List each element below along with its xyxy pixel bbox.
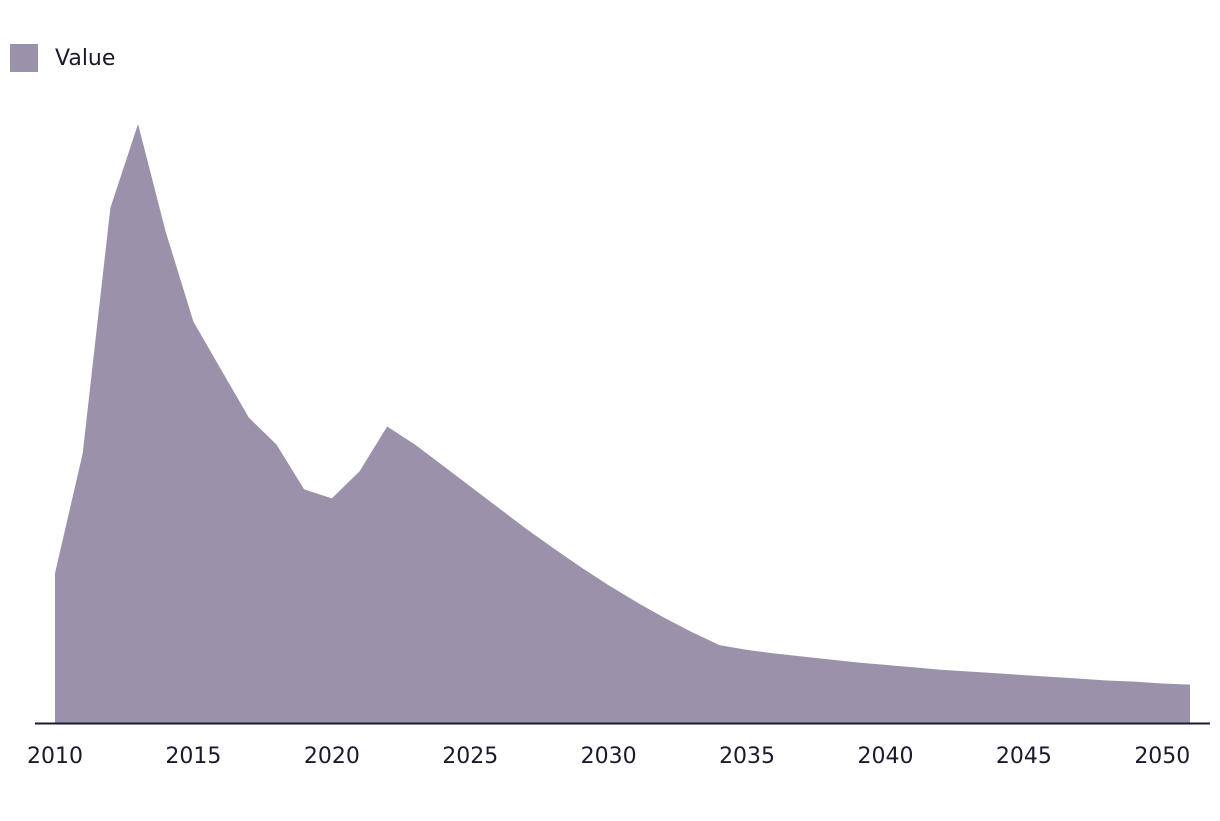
area-series-value — [55, 124, 1190, 723]
legend: Value — [10, 44, 115, 72]
area-layer — [55, 124, 1190, 723]
x-tick-label: 2015 — [165, 744, 221, 769]
x-tick-label: 2045 — [996, 744, 1052, 769]
x-tick-label: 2020 — [304, 744, 360, 769]
legend-swatch — [10, 44, 38, 72]
legend-label: Value — [55, 45, 116, 71]
x-tick-label: 2010 — [27, 744, 83, 769]
x-axis-ticks: 2010 2015 2020 2025 2030 2035 2040 2045 2050 — [27, 744, 1190, 769]
x-tick-label: 2030 — [581, 744, 637, 769]
x-tick-label: 2050 — [1134, 744, 1190, 769]
x-tick-label: 2025 — [442, 744, 498, 769]
x-tick-label: 2040 — [857, 744, 913, 769]
x-tick-label: 2035 — [719, 744, 775, 769]
